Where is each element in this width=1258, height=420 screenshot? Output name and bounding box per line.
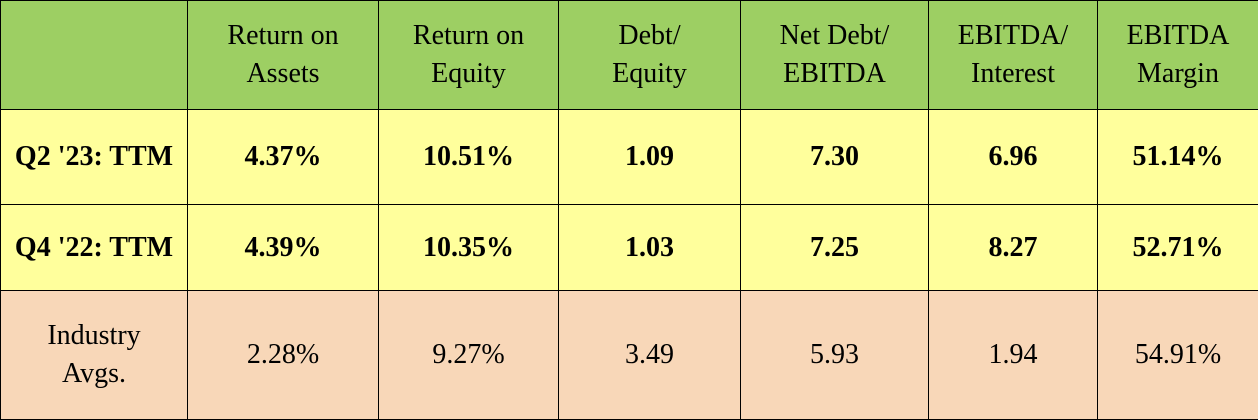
value-cell: 10.51% — [378, 109, 559, 206]
value-cell: 7.25 — [740, 204, 929, 291]
value-cell: 2.28% — [187, 289, 379, 420]
header-cell: Return on Equity — [378, 0, 559, 111]
row-label: Industry Avgs. — [0, 289, 188, 420]
cell-line: Q2 '23: TTM — [14, 141, 174, 173]
cell-line: Q4 '22: TTM — [14, 231, 174, 263]
cell-line: Industry — [47, 320, 141, 352]
value-cell: 54.91% — [1097, 289, 1258, 420]
header-cell: EBITDA/Interest — [928, 0, 1098, 111]
row-label: Q4 '22: TTM — [0, 204, 188, 291]
value-cell: 8.27 — [928, 204, 1098, 291]
value-cell: 52.71% — [1097, 204, 1258, 291]
cell-line: Return on — [412, 20, 525, 52]
value-cell: 9.27% — [378, 289, 559, 420]
data-row: Q2 '23: TTM 4.37% 10.51% 1.09 7.30 6.96 51.14% — [0, 109, 1258, 206]
header-row: Return on Assets Return on Equity Debt/Equit… — [0, 0, 1258, 111]
header-cell: EBITDA Margin — [1097, 0, 1258, 111]
cell-line: Equity — [612, 58, 687, 90]
header-cell: Net Debt/EBITDA — [740, 0, 929, 111]
value-cell: 1.94 — [928, 289, 1098, 420]
row-label: Q2 '23: TTM — [0, 109, 188, 206]
corner-cell — [0, 0, 188, 111]
value-cell: 7.30 — [740, 109, 929, 206]
value-cell: 6.96 — [928, 109, 1098, 206]
cell-line: EBITDA — [1126, 20, 1230, 52]
data-row: Industry Avgs. 2.28% 9.27% 3.49 5.93 1.94 54.91… — [0, 289, 1258, 420]
value-cell: 4.39% — [187, 204, 379, 291]
cell-line: Assets — [246, 58, 320, 90]
value-cell: 10.35% — [378, 204, 559, 291]
value-cell: 1.09 — [558, 109, 741, 206]
data-row: Q4 '22: TTM 4.39% 10.35% 1.03 7.25 8.27 52.71% — [0, 204, 1258, 291]
cell-line: EBITDA — [783, 58, 886, 90]
value-cell: 4.37% — [187, 109, 379, 206]
cell-line: Margin — [1137, 58, 1219, 90]
cell-line: Avgs. — [61, 357, 127, 389]
value-cell: 1.03 — [558, 204, 741, 291]
value-cell: 5.93 — [740, 289, 929, 420]
header-cell: Return on Assets — [187, 0, 379, 111]
value-cell: 3.49 — [558, 289, 741, 420]
cell-line: Net Debt/ — [779, 20, 890, 52]
cell-line: EBITDA/ — [957, 20, 1069, 52]
cell-line: Equity — [431, 58, 506, 90]
cell-line: Return on — [227, 20, 339, 52]
value-cell: 51.14% — [1097, 109, 1258, 206]
cell-line: Interest — [971, 58, 1055, 90]
cell-line: Debt/ — [618, 20, 681, 52]
header-cell: Debt/Equity — [558, 0, 741, 111]
